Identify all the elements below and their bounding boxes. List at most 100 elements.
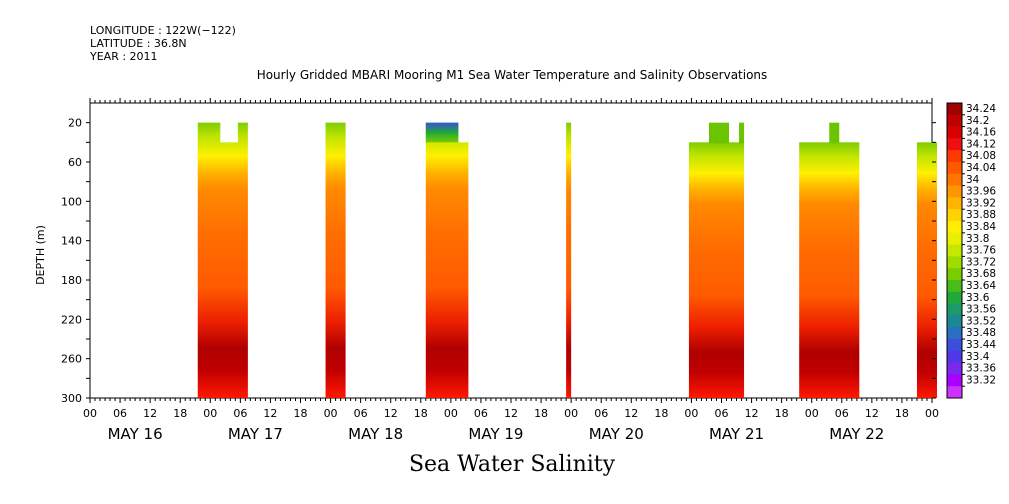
colorbar-swatch — [947, 138, 962, 151]
x-hour-tick-label: 18 — [294, 407, 308, 420]
salinity-column — [688, 142, 745, 398]
colorbar-label: 33.36 — [966, 363, 996, 375]
x-hour-tick-label: 12 — [143, 407, 157, 420]
x-hour-tick-label: 18 — [414, 407, 428, 420]
colorbar-label: 33.88 — [966, 209, 996, 221]
colorbar-label: 33.6 — [966, 292, 990, 304]
salinity-column — [325, 122, 346, 399]
latitude-label: LATITUDE : 36.8N — [90, 37, 187, 50]
y-tick-label: 260 — [61, 353, 82, 366]
salinity-column — [197, 122, 248, 399]
colorbar-label: 34 — [966, 174, 980, 186]
x-hour-tick-label: 12 — [745, 407, 759, 420]
data-segment-4 — [688, 122, 745, 398]
colorbar-swatch — [947, 197, 962, 210]
bottom-title: Sea Water Salinity — [408, 452, 616, 477]
colorbar-swatch — [947, 362, 962, 375]
colorbar-label: 34.16 — [966, 127, 996, 139]
colorbar-swatch — [947, 315, 962, 328]
x-hour-tick-label: 00 — [684, 407, 698, 420]
y-tick-label: 60 — [68, 156, 82, 169]
colorbar-swatch — [947, 232, 962, 246]
x-hour-tick-label: 00 — [564, 407, 578, 420]
x-hour-tick-label: 12 — [624, 407, 638, 420]
colorbar-swatch — [947, 150, 962, 163]
colorbar-swatch — [947, 350, 962, 364]
data-segment-1 — [325, 122, 346, 399]
y-tick-label: 20 — [68, 117, 82, 130]
raised-cell — [829, 122, 840, 144]
missing-cell — [220, 122, 238, 143]
y-axis-label: DEPTH (m) — [34, 225, 47, 285]
raised-cell — [708, 122, 730, 144]
colorbar-label: 33.84 — [966, 221, 996, 233]
colorbar-label: 33.44 — [966, 339, 996, 351]
colorbar-swatch — [947, 386, 962, 399]
x-hour-tick-label: 18 — [775, 407, 789, 420]
colorbar-label: 33.48 — [966, 327, 996, 339]
colorbar: 34.2434.234.1634.1234.0834.043433.9633.9… — [946, 102, 996, 399]
y-tick-label: 140 — [61, 235, 82, 248]
x-day-label: MAY 21 — [709, 425, 764, 443]
x-day-label: MAY 17 — [228, 425, 283, 443]
colorbar-swatch — [947, 268, 962, 281]
salinity-column — [799, 142, 860, 398]
colorbar-swatch — [947, 126, 962, 139]
colorbar-label: 34.24 — [966, 103, 996, 115]
colorbar-label: 33.64 — [966, 280, 996, 292]
x-hour-tick-label: 06 — [354, 407, 368, 420]
x-hour-tick-label: 00 — [203, 407, 217, 420]
x-hour-tick-label: 12 — [263, 407, 277, 420]
data-segment-3 — [566, 122, 572, 399]
colorbar-swatch — [947, 244, 962, 257]
x-hour-tick-label: 00 — [83, 407, 97, 420]
y-tick-label: 100 — [61, 195, 82, 208]
data-segment-5 — [799, 122, 860, 398]
colorbar-swatch — [947, 374, 962, 387]
colorbar-label: 33.32 — [966, 374, 996, 386]
colorbar-label: 34.12 — [966, 138, 996, 150]
colorbar-swatch — [947, 339, 962, 352]
x-hour-tick-label: 00 — [324, 407, 338, 420]
x-hour-tick-label: 00 — [805, 407, 819, 420]
colorbar-label: 33.68 — [966, 268, 996, 280]
colorbar-swatch — [947, 103, 962, 116]
x-hour-tick-label: 18 — [654, 407, 668, 420]
missing-cell — [458, 122, 469, 143]
colorbar-swatch — [947, 209, 962, 222]
x-hour-tick-label: 00 — [925, 407, 939, 420]
colorbar-label: 33.52 — [966, 315, 996, 327]
year-label: YEAR : 2011 — [90, 50, 158, 63]
colorbar-label: 33.96 — [966, 186, 996, 198]
colorbar-label: 33.72 — [966, 256, 996, 268]
x-hour-tick-label: 18 — [895, 407, 909, 420]
raised-cell — [739, 122, 745, 144]
colorbar-swatch — [947, 291, 962, 305]
x-day-label: MAY 18 — [348, 425, 403, 443]
data-segment-6 — [916, 142, 938, 398]
salinity-column — [566, 122, 572, 399]
colorbar-swatch — [947, 327, 962, 340]
colorbar-label: 33.92 — [966, 197, 996, 209]
x-hour-tick-label: 12 — [504, 407, 518, 420]
y-tick-label: 180 — [61, 274, 82, 287]
low-salinity-cap — [425, 122, 459, 143]
colorbar-label: 33.8 — [966, 233, 989, 245]
salinity-column — [916, 142, 938, 398]
x-hour-tick-label: 12 — [384, 407, 398, 420]
colorbar-label: 34.04 — [966, 162, 996, 174]
x-hour-tick-label: 18 — [534, 407, 548, 420]
x-day-label: MAY 20 — [589, 425, 644, 443]
colorbar-swatch — [947, 280, 962, 293]
data-segment-2 — [425, 122, 469, 399]
longitude-label: LONGITUDE : 122W(−122) — [90, 24, 236, 37]
data-layer — [197, 122, 938, 399]
x-hour-tick-label: 06 — [113, 407, 127, 420]
colorbar-swatch — [947, 221, 962, 234]
x-hour-tick-label: 00 — [444, 407, 458, 420]
x-day-label: MAY 16 — [108, 425, 163, 443]
salinity-column — [425, 122, 469, 399]
data-segment-0 — [197, 122, 248, 399]
y-tick-label: 300 — [61, 392, 82, 405]
x-hour-tick-label: 18 — [173, 407, 187, 420]
